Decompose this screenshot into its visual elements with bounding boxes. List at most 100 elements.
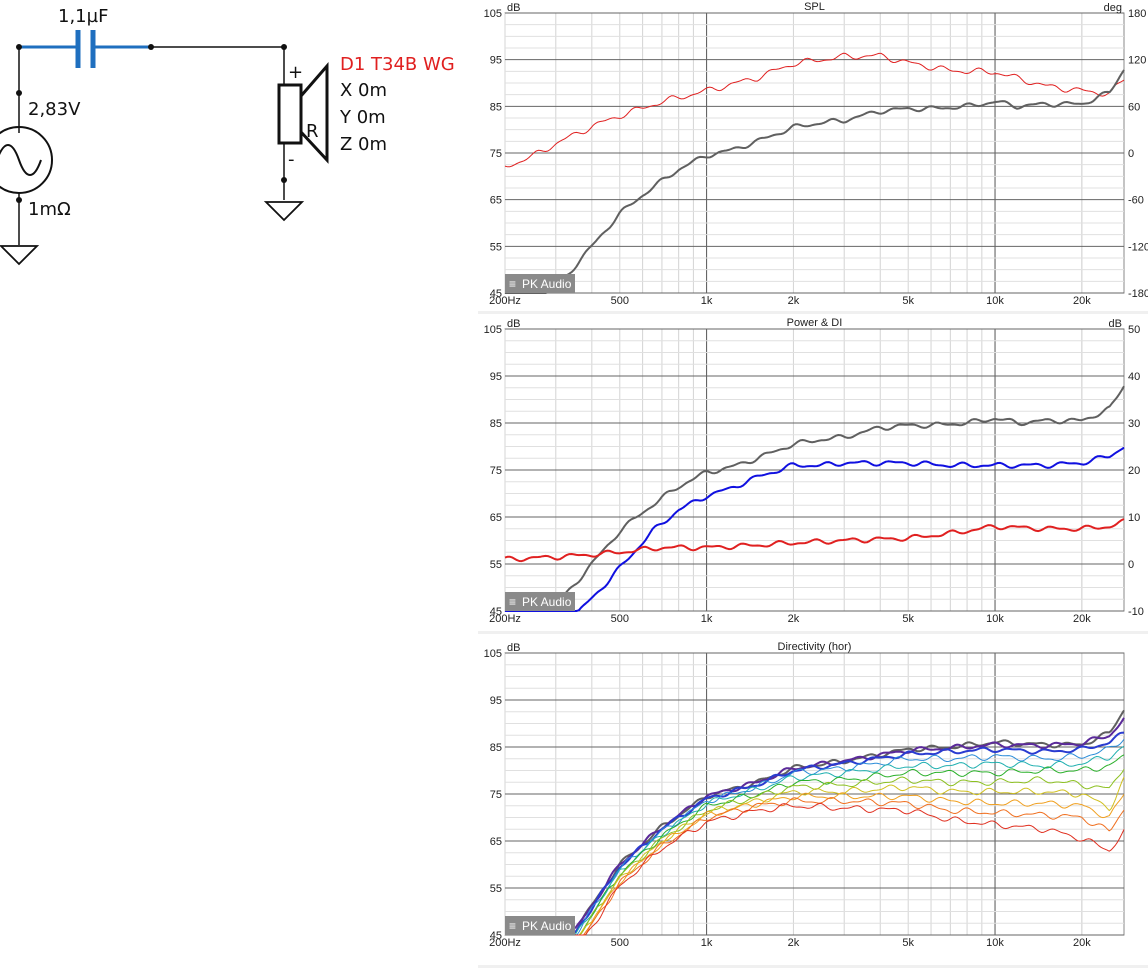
series-line-2 — [505, 446, 1125, 612]
driver-position-z: Z 0m — [340, 134, 387, 155]
x-tick-label: 1k — [701, 613, 713, 625]
y-tick-label: 105 — [484, 648, 502, 660]
series-line-11 — [575, 802, 1125, 936]
series-line-2 — [505, 69, 1125, 294]
source-voltage-label: 2,83V — [28, 99, 81, 120]
x-tick-label: 500 — [611, 295, 629, 307]
y2-tick-label: 40 — [1128, 371, 1140, 383]
y2-axis-unit: deg — [1104, 2, 1122, 14]
capacitor-label: 1,1µF — [58, 6, 108, 27]
x-tick-label: 5k — [902, 937, 914, 949]
x-tick-label: 500 — [611, 937, 629, 949]
panel-divider — [478, 631, 1148, 634]
series-line-7 — [575, 768, 1125, 936]
y-tick-label: 65 — [490, 836, 502, 848]
ac-source-symbol — [0, 126, 53, 194]
x-tick-label: 1k — [701, 937, 713, 949]
power-di-chart-panel: 200Hz 500 1k 2k 5k 10k 20k 45 55 65 75 85 95 105 -10 0 1… — [478, 316, 1148, 634]
y2-tick-label: 180 — [1128, 8, 1146, 20]
badge-background — [505, 592, 575, 611]
series-line-6 — [575, 754, 1125, 936]
x-tick-label: 1k — [701, 295, 713, 307]
badge-icon: ≡ — [509, 919, 516, 933]
y2-tick-label: 60 — [1128, 101, 1140, 113]
y-tick-label: 95 — [490, 695, 502, 707]
y2-tick-label: 20 — [1128, 465, 1140, 477]
y-tick-label: 55 — [490, 241, 502, 253]
series-line-3 — [504, 518, 1125, 563]
x-tick-label: 5k — [902, 295, 914, 307]
y-tick-label: 85 — [490, 101, 502, 113]
circuit-schematic: 1,1µF 2,83V 1mΩ + R - D1 T34B WG X 0m Y … — [0, 6, 455, 266]
chart-title: SPL — [804, 1, 825, 13]
y2-tick-label: -180 — [1128, 288, 1148, 300]
directivity-chart: 200Hz 500 1k 2k 5k 10k 20k 45 55 65 75 85 95 105 dB Dir… — [478, 641, 1148, 968]
badge-label: PK Audio — [522, 277, 572, 291]
y-tick-label: 85 — [490, 742, 502, 754]
y-tick-label: 55 — [490, 559, 502, 571]
grid-lines — [504, 652, 1124, 936]
y-tick-label: 95 — [490, 55, 502, 67]
y-tick-label: 85 — [490, 418, 502, 430]
pk-audio-badge: ≡ PK Audio — [505, 592, 575, 611]
y-tick-label: 75 — [490, 148, 502, 160]
driver-resistor-box — [277, 83, 303, 145]
series-line-4 — [575, 738, 1125, 936]
pk-audio-badge: ≡ PK Audio — [505, 274, 575, 293]
badge-label: PK Audio — [522, 919, 572, 933]
x-tick-label: 10k — [986, 613, 1004, 625]
pk-audio-badge: ≡ PK Audio — [505, 916, 575, 935]
x-tick-label: 2k — [788, 613, 800, 625]
y-tick-label: 55 — [490, 883, 502, 895]
y2-tick-label: 120 — [1128, 55, 1146, 67]
series-line-10 — [575, 797, 1125, 936]
x-tick-label: 200Hz — [489, 295, 521, 307]
y-tick-label: 65 — [490, 512, 502, 524]
x-tick-label: 5k — [902, 613, 914, 625]
y2-tick-label: 30 — [1128, 418, 1140, 430]
x-tick-label: 10k — [986, 937, 1004, 949]
y-tick-label: 105 — [484, 324, 502, 336]
ground-symbol-driver — [263, 201, 305, 222]
badge-label: PK Audio — [522, 595, 572, 609]
series-line-9 — [575, 792, 1125, 936]
panel-divider — [478, 965, 1148, 968]
sine-wave-icon — [0, 144, 42, 176]
y-axis-unit: dB — [507, 642, 520, 654]
x-tick-label: 200Hz — [489, 937, 521, 949]
driver-position-y: Y 0m — [339, 107, 386, 128]
x-tick-label: 20k — [1073, 937, 1091, 949]
series-line-5 — [574, 745, 1125, 936]
y-tick-label: 65 — [490, 195, 502, 207]
badge-background — [505, 916, 575, 935]
spl-chart-panel: 200Hz 500 1k 2k 5k 10k 20k 45 55 65 75 85 95 105 -180 -… — [478, 0, 1148, 314]
series-line-1 — [504, 52, 1125, 168]
grid-lines — [504, 12, 1124, 294]
y2-tick-label: 10 — [1128, 512, 1140, 524]
y2-axis-unit: dB — [1109, 318, 1122, 330]
series-line-8 — [575, 776, 1125, 936]
speaker-cone-icon — [299, 61, 329, 164]
y2-tick-label: -10 — [1128, 606, 1144, 618]
node-dot — [16, 197, 22, 203]
badge-icon: ≡ — [509, 595, 516, 609]
plus-sign: + — [288, 62, 303, 83]
x-tick-label: 20k — [1073, 613, 1091, 625]
x-tick-label: 20k — [1073, 295, 1091, 307]
panel-divider — [478, 311, 1148, 314]
x-tick-label: 200Hz — [489, 613, 521, 625]
y-axis-unit: dB — [507, 318, 520, 330]
y2-tick-label: -120 — [1128, 241, 1148, 253]
y-tick-label: 45 — [490, 606, 502, 618]
badge-background — [505, 274, 575, 293]
y-tick-label: 75 — [490, 789, 502, 801]
y-tick-label: 95 — [490, 371, 502, 383]
x-tick-label: 10k — [986, 295, 1004, 307]
y2-tick-label: 50 — [1128, 324, 1140, 336]
y-tick-label: 45 — [490, 288, 502, 300]
y-tick-label: 75 — [490, 465, 502, 477]
series-line-1 — [505, 385, 1125, 612]
y2-tick-label: 0 — [1128, 148, 1134, 160]
badge-icon: ≡ — [509, 277, 516, 291]
chart-title: Power & DI — [787, 317, 843, 329]
